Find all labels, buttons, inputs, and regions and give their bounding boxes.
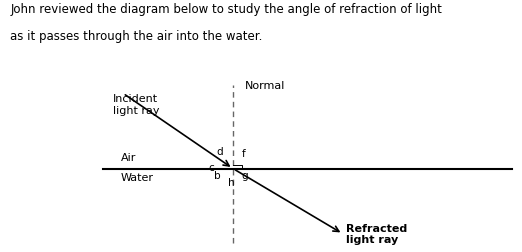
Text: c: c	[208, 163, 214, 173]
Text: h: h	[228, 178, 234, 188]
Text: Water: Water	[121, 173, 153, 183]
Text: g: g	[242, 171, 248, 181]
Text: John reviewed the diagram below to study the angle of refraction of light: John reviewed the diagram below to study…	[10, 3, 442, 16]
Text: as it passes through the air into the water.: as it passes through the air into the wa…	[10, 30, 263, 43]
Text: Incident
light ray: Incident light ray	[113, 94, 159, 116]
Text: b: b	[213, 171, 220, 181]
Text: Air: Air	[121, 153, 136, 163]
Text: d: d	[216, 147, 223, 157]
Text: Refracted
light ray: Refracted light ray	[346, 224, 407, 245]
Text: f: f	[242, 149, 245, 159]
Text: Normal: Normal	[245, 81, 285, 90]
